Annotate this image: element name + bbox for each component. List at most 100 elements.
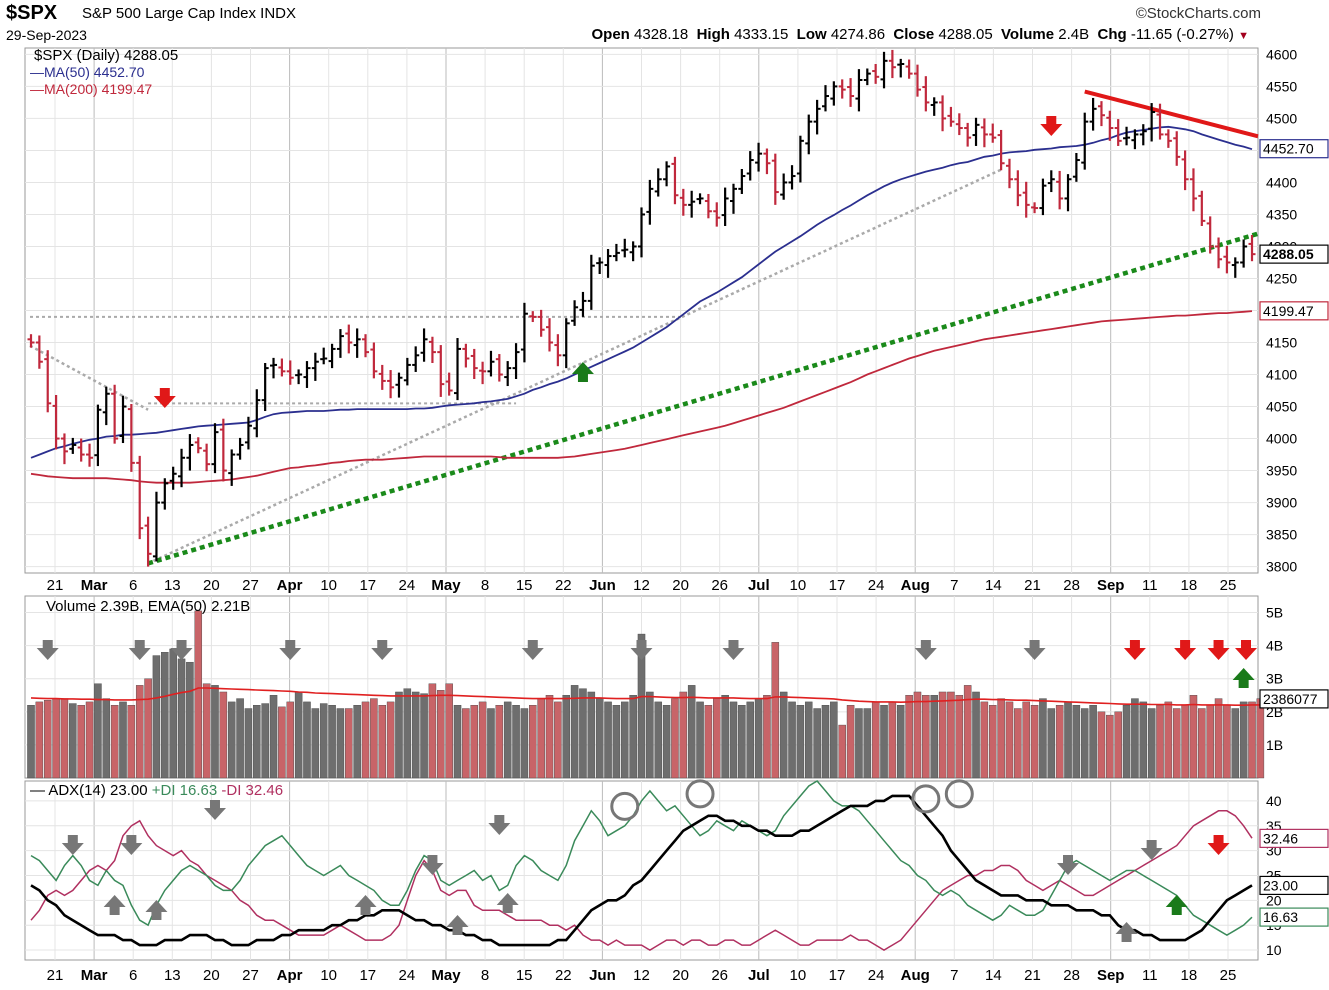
x-tick-label: 25 (1220, 967, 1237, 984)
price-tick-label: 4550 (1266, 78, 1297, 94)
price-bar (203, 443, 211, 472)
volume-bar (1089, 705, 1097, 779)
price-bar (997, 129, 1005, 171)
x-tick-label: 28 (1063, 577, 1080, 594)
price-bar (704, 193, 712, 219)
x-tick-label: Aug (901, 967, 930, 984)
gray-down-arrow-icon (61, 835, 84, 855)
price-tick-label: 3900 (1266, 495, 1297, 511)
volume-bar (186, 661, 194, 779)
x-tick-label: 22 (555, 577, 572, 594)
volume-bar (604, 701, 612, 779)
brand-link[interactable]: ©StockCharts.com (1135, 5, 1261, 22)
price-bar (1039, 178, 1047, 216)
red-down-arrow-icon (1207, 640, 1230, 660)
volume-bar (947, 691, 955, 779)
volume-bar (253, 705, 261, 779)
x-tick-label: 13 (164, 967, 181, 984)
chart-canvas[interactable]: 21 Mar 6 13 20 27 Apr 10 17 24 May 8 15 22 Jun 12 20 26 Ju… (0, 46, 1329, 990)
adx-line (30, 794, 1253, 947)
volume-bar (696, 701, 704, 779)
volume-bar (512, 705, 520, 779)
price-bar (537, 309, 545, 337)
x-tick-label: Aug (901, 577, 930, 594)
volume-bar (938, 691, 947, 779)
gray-down-arrow-icon (914, 640, 937, 660)
volume-bar (69, 703, 77, 779)
price-bar (161, 478, 169, 510)
price-bar (286, 360, 294, 385)
x-tick-label: 20 (203, 967, 220, 984)
gray-down-arrow-icon (521, 640, 544, 660)
price-tick-label: 3850 (1266, 527, 1297, 543)
price-bar (479, 361, 487, 385)
volume-tick-label: 3B (1266, 671, 1283, 687)
price-bar (955, 113, 963, 136)
price-bar (596, 257, 604, 275)
price-bar (420, 328, 428, 362)
volume-bar (462, 708, 470, 779)
volume-bar (1131, 698, 1139, 779)
x-tick-label: 27 (242, 577, 259, 594)
volume-bar (570, 685, 579, 779)
volume-bar (294, 691, 303, 779)
price-bar (562, 318, 570, 369)
x-tick-label: Jul (748, 967, 770, 984)
price-bar (278, 358, 286, 377)
price-bar (679, 188, 687, 216)
x-tick-label: 25 (1220, 577, 1237, 594)
volume-bar (311, 708, 320, 779)
price-bar (604, 249, 612, 278)
x-tick-label: 21 (47, 967, 64, 984)
volume-bar (805, 701, 813, 779)
ma200-value-tag-box (1259, 301, 1329, 321)
volume-bar (403, 688, 412, 779)
price-bar (529, 311, 537, 323)
price-bar (629, 241, 637, 262)
volume-bar (754, 698, 763, 779)
price-bar (1240, 239, 1248, 268)
volume-bar (35, 701, 44, 779)
price-bar (721, 187, 729, 226)
price-bar (1248, 234, 1256, 262)
volume-bar (478, 701, 487, 779)
volume-bar (85, 701, 94, 779)
volume-bar (1206, 705, 1214, 779)
volume-bar (1181, 705, 1189, 779)
volume-bar (545, 695, 554, 779)
price-bar (445, 372, 453, 396)
x-tick-label: 24 (399, 967, 416, 984)
adx-legend-item: -DI 32.46 (217, 782, 283, 799)
price-bar (830, 81, 838, 106)
ma50-line (30, 125, 1253, 459)
volume-bar (788, 701, 796, 779)
gray-down-arrow-icon (1057, 855, 1080, 875)
x-tick-label: 18 (1181, 967, 1198, 984)
price-bar (44, 350, 52, 413)
red-down-arrow-icon (1123, 640, 1146, 660)
x-tick-label: 20 (672, 967, 689, 984)
x-tick-label: 8 (481, 577, 489, 594)
price-bar (1206, 216, 1214, 254)
price-bar (228, 449, 236, 486)
price-bar (546, 318, 554, 352)
price-tick-label: 4350 (1266, 206, 1297, 222)
price-bar (922, 76, 930, 112)
volume-bar (830, 701, 838, 779)
price-bar (152, 491, 160, 562)
volume-bar (127, 705, 136, 779)
price-tick-label: 4600 (1266, 46, 1297, 62)
volume-value-tag: 2386077 (1263, 691, 1318, 707)
price-bar (27, 334, 35, 348)
price-bar (1231, 257, 1239, 278)
volume-bar (1248, 701, 1256, 779)
volume-bar (1147, 708, 1156, 779)
volume-bar (503, 701, 512, 779)
price-bar (136, 455, 144, 540)
volume-bar (821, 705, 830, 779)
highlight-circle (911, 784, 941, 814)
volume-bar (194, 610, 203, 779)
price-bar (328, 343, 336, 369)
price-bar (244, 416, 252, 450)
volume-bar (846, 705, 855, 779)
